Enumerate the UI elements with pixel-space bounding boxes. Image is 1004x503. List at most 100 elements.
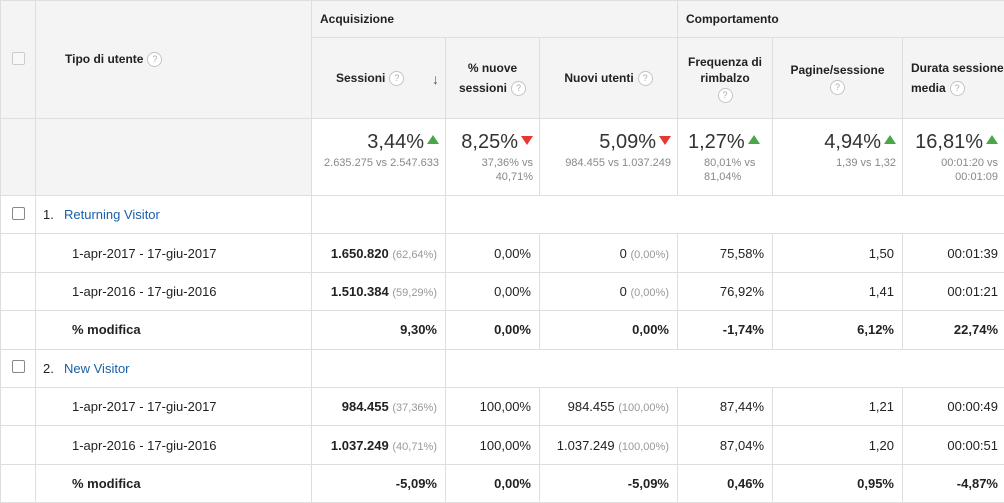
total-new-sessions: 8,25% 37,36% vs 40,71% (446, 119, 540, 196)
new-users-column-header[interactable]: Nuovi utenti? (540, 38, 678, 119)
new-users-value: 1.037.249 (557, 438, 615, 453)
duration-value: 00:00:51 (903, 426, 1004, 464)
help-circle-icon[interactable]: ? (830, 80, 845, 95)
total-sessions: 3,44% 2.635.275 vs 2.547.633 (312, 119, 446, 196)
sessions-share: (62,64%) (392, 249, 437, 261)
help-circle-icon[interactable]: ? (147, 52, 162, 67)
change-label: % modifica (36, 464, 312, 502)
help-circle-icon[interactable]: ? (950, 81, 965, 96)
total-new-sessions-pct: 8,25% (461, 131, 518, 153)
bounce-rate-column-header[interactable]: Frequenza di rimbalzo ? (678, 38, 773, 119)
change-row: % modifica 9,30% 0,00% 0,00% -1,74% 6,12… (1, 311, 1004, 349)
date-range-label: 1-apr-2017 - 17-giu-2017 (36, 387, 312, 425)
new-sessions-header-label-2: sessioni (459, 81, 507, 95)
total-new-sessions-compare: 37,36% vs 40,71% (450, 156, 533, 184)
help-circle-icon[interactable]: ? (511, 81, 526, 96)
sort-descending-icon[interactable]: ↓ (432, 69, 439, 89)
new-sessions-value: 0,00% (446, 272, 540, 310)
change-row: % modifica -5,09% 0,00% -5,09% 0,46% 0,9… (1, 464, 1004, 502)
sessions-change: 9,30% (312, 311, 446, 349)
new-sessions-value: 0,00% (446, 234, 540, 272)
date-range-label: 1-apr-2016 - 17-giu-2016 (36, 426, 312, 464)
pages-value: 1,20 (773, 426, 903, 464)
total-duration-compare: 00:01:20 vs 00:01:09 (907, 156, 998, 184)
select-all-checkbox[interactable] (12, 52, 25, 65)
trend-down-icon (659, 136, 671, 145)
bounce-value: 75,58% (678, 234, 773, 272)
pages-value: 1,50 (773, 234, 903, 272)
duration-change: -4,87% (903, 464, 1004, 502)
pages-change: 6,12% (773, 311, 903, 349)
pages-change: 0,95% (773, 464, 903, 502)
total-pages-pct: 4,94% (824, 131, 881, 153)
row-checkbox[interactable] (12, 360, 25, 373)
new-sessions-value: 100,00% (446, 387, 540, 425)
new-sessions-header-label-1: % nuove (468, 61, 517, 75)
avg-duration-column-header[interactable]: Durata sessione media? (903, 38, 1004, 119)
row-index: 2. (36, 361, 64, 376)
total-sessions-pct: 3,44% (367, 131, 424, 153)
dimension-link-returning-visitor[interactable]: Returning Visitor (64, 207, 160, 222)
sessions-value: 1.510.384 (331, 284, 389, 299)
new-users-share: (0,00%) (630, 249, 669, 261)
duration-value: 00:01:21 (903, 272, 1004, 310)
duration-header-label-2: media (911, 81, 946, 95)
help-circle-icon[interactable]: ? (718, 88, 733, 103)
sessions-value: 1.037.249 (331, 438, 389, 453)
date-range-label: 1-apr-2017 - 17-giu-2017 (36, 234, 312, 272)
acquisition-group-header: Acquisizione (312, 1, 678, 38)
new-sessions-change: 0,00% (446, 464, 540, 502)
bounce-change: 0,46% (678, 464, 773, 502)
table-row: 1-apr-2017 - 17-giu-2017 984.455 (37,36%… (1, 387, 1004, 425)
pages-per-session-column-header[interactable]: Pagine/sessione ? (773, 38, 903, 119)
new-sessions-change: 0,00% (446, 311, 540, 349)
sessions-share: (37,36%) (392, 402, 437, 414)
duration-header-label-1: Durata sessione (911, 61, 1004, 75)
new-users-share: (100,00%) (618, 441, 669, 453)
dimension-label: Tipo di utente (65, 52, 143, 66)
sessions-value: 1.650.820 (331, 246, 389, 261)
total-bounce-rate: 1,27% 80,01% vs 81,04% (678, 119, 773, 196)
trend-up-icon (884, 135, 896, 144)
select-all-cell (1, 1, 36, 119)
row-checkbox[interactable] (12, 207, 25, 220)
duration-value: 00:01:39 (903, 234, 1004, 272)
sessions-header-label: Sessioni (336, 71, 385, 85)
duration-value: 00:00:49 (903, 387, 1004, 425)
total-avg-duration: 16,81% 00:01:20 vs 00:01:09 (903, 119, 1004, 196)
sessions-share: (59,29%) (392, 287, 437, 299)
total-new-users-pct: 5,09% (599, 131, 656, 153)
table-row: 1-apr-2017 - 17-giu-2017 1.650.820 (62,6… (1, 234, 1004, 272)
new-users-value: 984.455 (568, 399, 615, 414)
pages-value: 1,21 (773, 387, 903, 425)
bounce-change: -1,74% (678, 311, 773, 349)
date-range-label: 1-apr-2016 - 17-giu-2016 (36, 272, 312, 310)
table-row: 1-apr-2016 - 17-giu-2016 1.037.249 (40,7… (1, 426, 1004, 464)
trend-up-icon (427, 135, 439, 144)
pages-header-label: Pagine/sessione (790, 63, 884, 77)
group-row-returning-visitor: 1.Returning Visitor (1, 196, 1004, 234)
sessions-column-header[interactable]: Sessioni? ↓ (312, 38, 446, 119)
total-pages-per-session: 4,94% 1,39 vs 1,32 (773, 119, 903, 196)
total-sessions-compare: 2.635.275 vs 2.547.633 (316, 156, 439, 170)
duration-change: 22,74% (903, 311, 1004, 349)
new-users-value: 0 (620, 284, 627, 299)
sessions-value: 984.455 (342, 399, 389, 414)
change-label: % modifica (36, 311, 312, 349)
total-new-users: 5,09% 984.455 vs 1.037.249 (540, 119, 678, 196)
dimension-header[interactable]: Tipo di utente? (36, 1, 312, 119)
pages-value: 1,41 (773, 272, 903, 310)
behavior-group-header: Comportamento (678, 1, 1004, 38)
trend-up-icon (986, 135, 998, 144)
help-circle-icon[interactable]: ? (638, 71, 653, 86)
total-pages-compare: 1,39 vs 1,32 (777, 156, 896, 170)
bounce-header-label-2: rimbalzo (700, 71, 749, 85)
bounce-header-label-1: Frequenza di (688, 55, 762, 69)
new-sessions-column-header[interactable]: % nuove sessioni? (446, 38, 540, 119)
trend-down-icon (521, 136, 533, 145)
help-circle-icon[interactable]: ? (389, 71, 404, 86)
row-index: 1. (36, 207, 64, 222)
new-users-header-label: Nuovi utenti (564, 71, 633, 85)
trend-up-icon (748, 135, 760, 144)
dimension-link-new-visitor[interactable]: New Visitor (64, 361, 130, 376)
